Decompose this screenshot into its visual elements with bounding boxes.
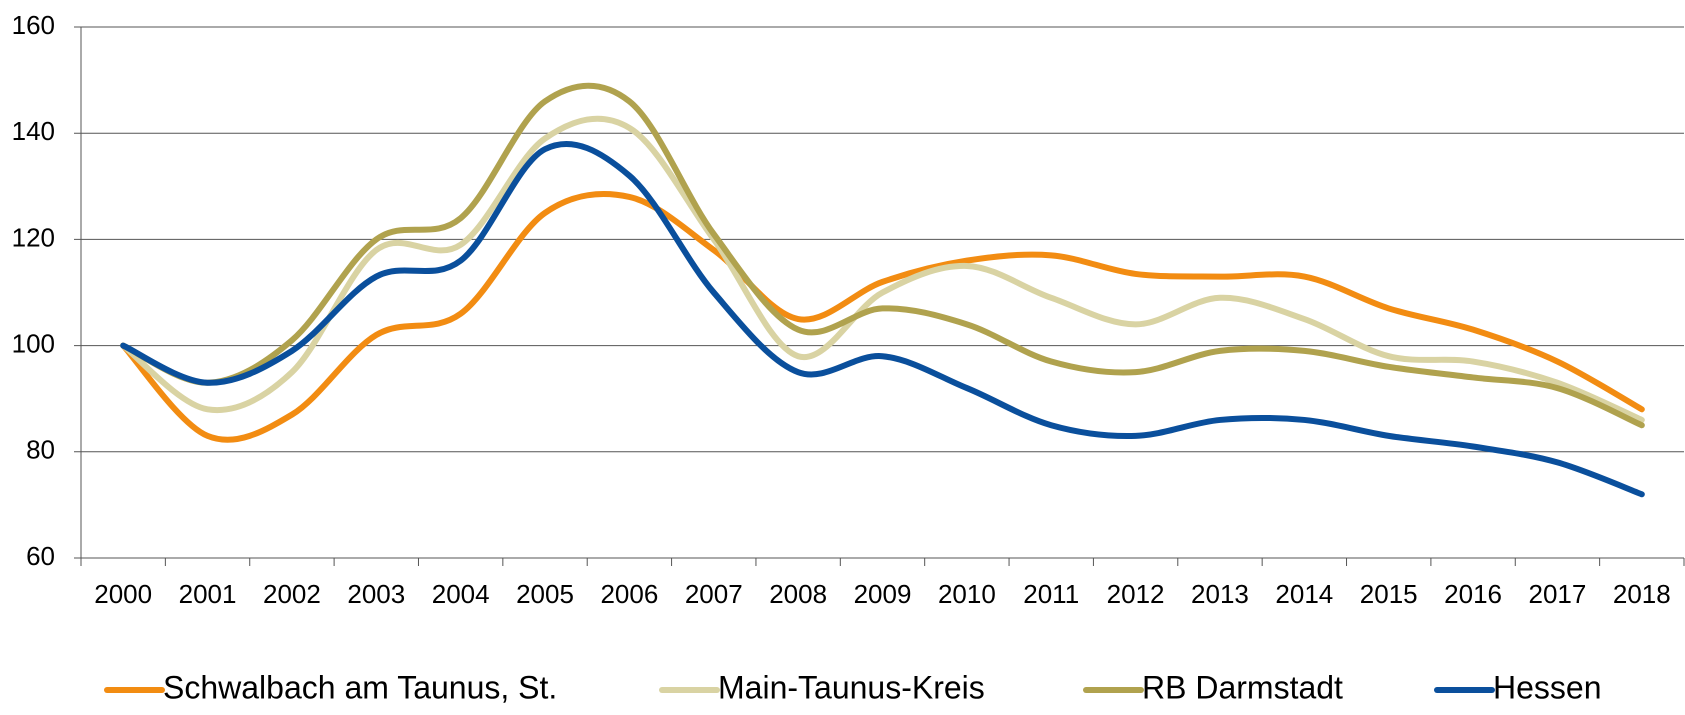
x-tick-label: 2006: [600, 579, 658, 609]
x-tick-label: 2011: [1023, 579, 1079, 609]
y-tick-label: 160: [12, 10, 55, 40]
x-tick-label: 2002: [263, 579, 321, 609]
y-tick-label: 140: [12, 116, 55, 146]
x-tick-label: 2008: [769, 579, 827, 609]
x-tick-label: 2013: [1191, 579, 1249, 609]
y-tick-label: 60: [26, 541, 55, 571]
x-tick-label: 2003: [347, 579, 405, 609]
x-tick-label: 2001: [179, 579, 237, 609]
x-tick-label: 2005: [516, 579, 574, 609]
x-tick-label: 2009: [854, 579, 912, 609]
x-tick-label: 2014: [1275, 579, 1333, 609]
legend-label: Main-Taunus-Kreis: [718, 669, 985, 705]
x-tick-label: 2017: [1529, 579, 1587, 609]
y-tick-label: 100: [12, 328, 55, 358]
legend-label: RB Darmstadt: [1142, 669, 1343, 705]
legend-label: Schwalbach am Taunus, St.: [163, 669, 557, 705]
x-tick-label: 2000: [94, 579, 152, 609]
x-tick-label: 2012: [1107, 579, 1165, 609]
line: [120, 140, 1645, 498]
x-tick-label: 2016: [1444, 579, 1502, 609]
y-tick-label: 80: [26, 435, 55, 465]
legend-label: Hessen: [1493, 669, 1602, 705]
line: [120, 190, 1645, 443]
x-tick-label: 2015: [1360, 579, 1418, 609]
line: [120, 115, 1645, 423]
x-tick-label: 2018: [1613, 579, 1671, 609]
x-tick-label: 2004: [432, 579, 490, 609]
line: [120, 82, 1645, 429]
x-tick-label: 2010: [938, 579, 996, 609]
x-tick-label: 2007: [685, 579, 743, 609]
y-tick-label: 120: [12, 222, 55, 252]
